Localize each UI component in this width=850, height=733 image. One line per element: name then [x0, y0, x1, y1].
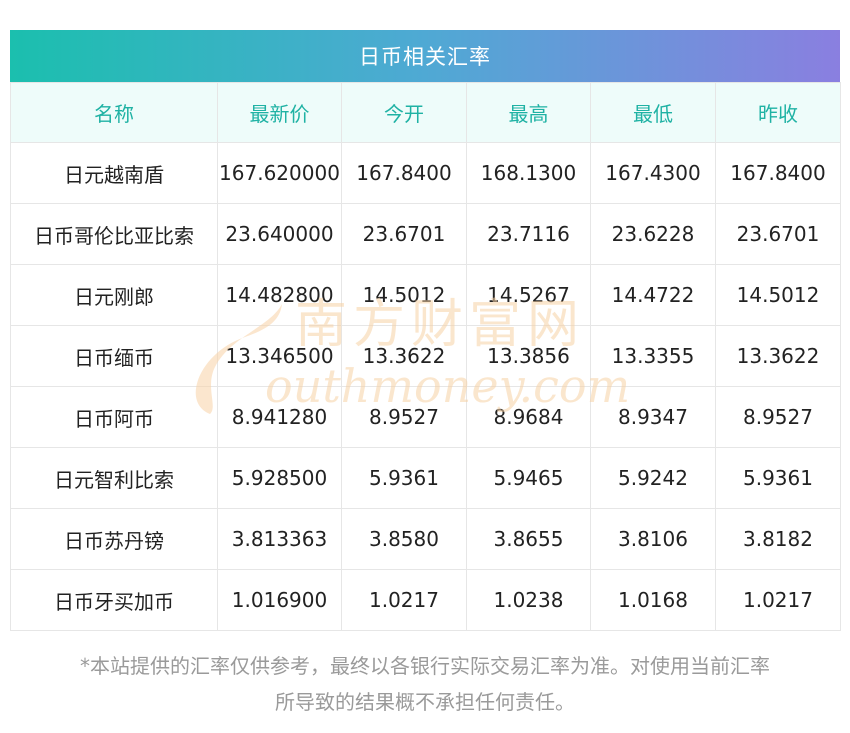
high-price: 23.7116: [466, 203, 591, 265]
column-header-high: 最高: [466, 82, 591, 143]
table-title: 日币相关汇率: [10, 30, 840, 82]
open-price: 5.9361: [341, 447, 467, 509]
column-header-low: 最低: [590, 82, 716, 143]
high-price: 3.8655: [466, 508, 591, 570]
open-price: 3.8580: [341, 508, 467, 570]
high-price: 8.9684: [466, 386, 591, 448]
open-price: 14.5012: [341, 264, 467, 326]
prev-close-price: 167.8400: [715, 142, 841, 204]
latest-price: 23.640000: [217, 203, 342, 265]
currency-pair-name: 日币苏丹镑: [10, 508, 218, 570]
prev-close-price: 8.9527: [715, 386, 841, 448]
exchange-rate-table: 名称 最新价 今开 最高 最低 昨收 日元越南盾 167.620000 167.…: [10, 82, 841, 631]
low-price: 14.4722: [590, 264, 716, 326]
high-price: 5.9465: [466, 447, 591, 509]
header-row: 名称 最新价 今开 最高 最低 昨收: [10, 82, 841, 143]
currency-pair-name: 日币牙买加币: [10, 569, 218, 631]
low-price: 13.3355: [590, 325, 716, 387]
latest-price: 3.813363: [217, 508, 342, 570]
currency-pair-name: 日币缅币: [10, 325, 218, 387]
high-price: 168.1300: [466, 142, 591, 204]
low-price: 5.9242: [590, 447, 716, 509]
latest-price: 1.016900: [217, 569, 342, 631]
open-price: 13.3622: [341, 325, 467, 387]
latest-price: 13.346500: [217, 325, 342, 387]
disclaimer-line-2: 所导致的结果概不承担任何责任。: [275, 690, 575, 714]
low-price: 1.0168: [590, 569, 716, 631]
high-price: 14.5267: [466, 264, 591, 326]
latest-price: 167.620000: [217, 142, 342, 204]
table-row: 日元越南盾 167.620000 167.8400 168.1300 167.4…: [10, 142, 841, 204]
column-header-open: 今开: [341, 82, 467, 143]
low-price: 167.4300: [590, 142, 716, 204]
table-row: 日元智利比索 5.928500 5.9361 5.9465 5.9242 5.9…: [10, 447, 841, 509]
prev-close-price: 3.8182: [715, 508, 841, 570]
currency-pair-name: 日元刚郎: [10, 264, 218, 326]
table-row: 日币缅币 13.346500 13.3622 13.3856 13.3355 1…: [10, 325, 841, 387]
prev-close-price: 1.0217: [715, 569, 841, 631]
low-price: 23.6228: [590, 203, 716, 265]
table-row: 日币苏丹镑 3.813363 3.8580 3.8655 3.8106 3.81…: [10, 508, 841, 570]
table-row: 日币牙买加币 1.016900 1.0217 1.0238 1.0168 1.0…: [10, 569, 841, 631]
latest-price: 8.941280: [217, 386, 342, 448]
disclaimer-line-1: *本站提供的汇率仅供参考，最终以各银行实际交易汇率为准。对使用当前汇率: [80, 654, 770, 678]
currency-pair-name: 日币哥伦比亚比索: [10, 203, 218, 265]
latest-price: 5.928500: [217, 447, 342, 509]
column-header-latest: 最新价: [217, 82, 342, 143]
table-row: 日币阿币 8.941280 8.9527 8.9684 8.9347 8.952…: [10, 386, 841, 448]
high-price: 1.0238: [466, 569, 591, 631]
low-price: 8.9347: [590, 386, 716, 448]
currency-pair-name: 日元智利比索: [10, 447, 218, 509]
prev-close-price: 13.3622: [715, 325, 841, 387]
column-header-prev-close: 昨收: [715, 82, 841, 143]
currency-pair-name: 日元越南盾: [10, 142, 218, 204]
disclaimer: *本站提供的汇率仅供参考，最终以各银行实际交易汇率为准。对使用当前汇率 所导致的…: [10, 648, 840, 720]
column-header-name: 名称: [10, 82, 218, 143]
table-row: 日币哥伦比亚比索 23.640000 23.6701 23.7116 23.62…: [10, 203, 841, 265]
currency-pair-name: 日币阿币: [10, 386, 218, 448]
open-price: 167.8400: [341, 142, 467, 204]
prev-close-price: 5.9361: [715, 447, 841, 509]
table-row: 日元刚郎 14.482800 14.5012 14.5267 14.4722 1…: [10, 264, 841, 326]
open-price: 1.0217: [341, 569, 467, 631]
open-price: 8.9527: [341, 386, 467, 448]
low-price: 3.8106: [590, 508, 716, 570]
prev-close-price: 23.6701: [715, 203, 841, 265]
open-price: 23.6701: [341, 203, 467, 265]
high-price: 13.3856: [466, 325, 591, 387]
latest-price: 14.482800: [217, 264, 342, 326]
prev-close-price: 14.5012: [715, 264, 841, 326]
